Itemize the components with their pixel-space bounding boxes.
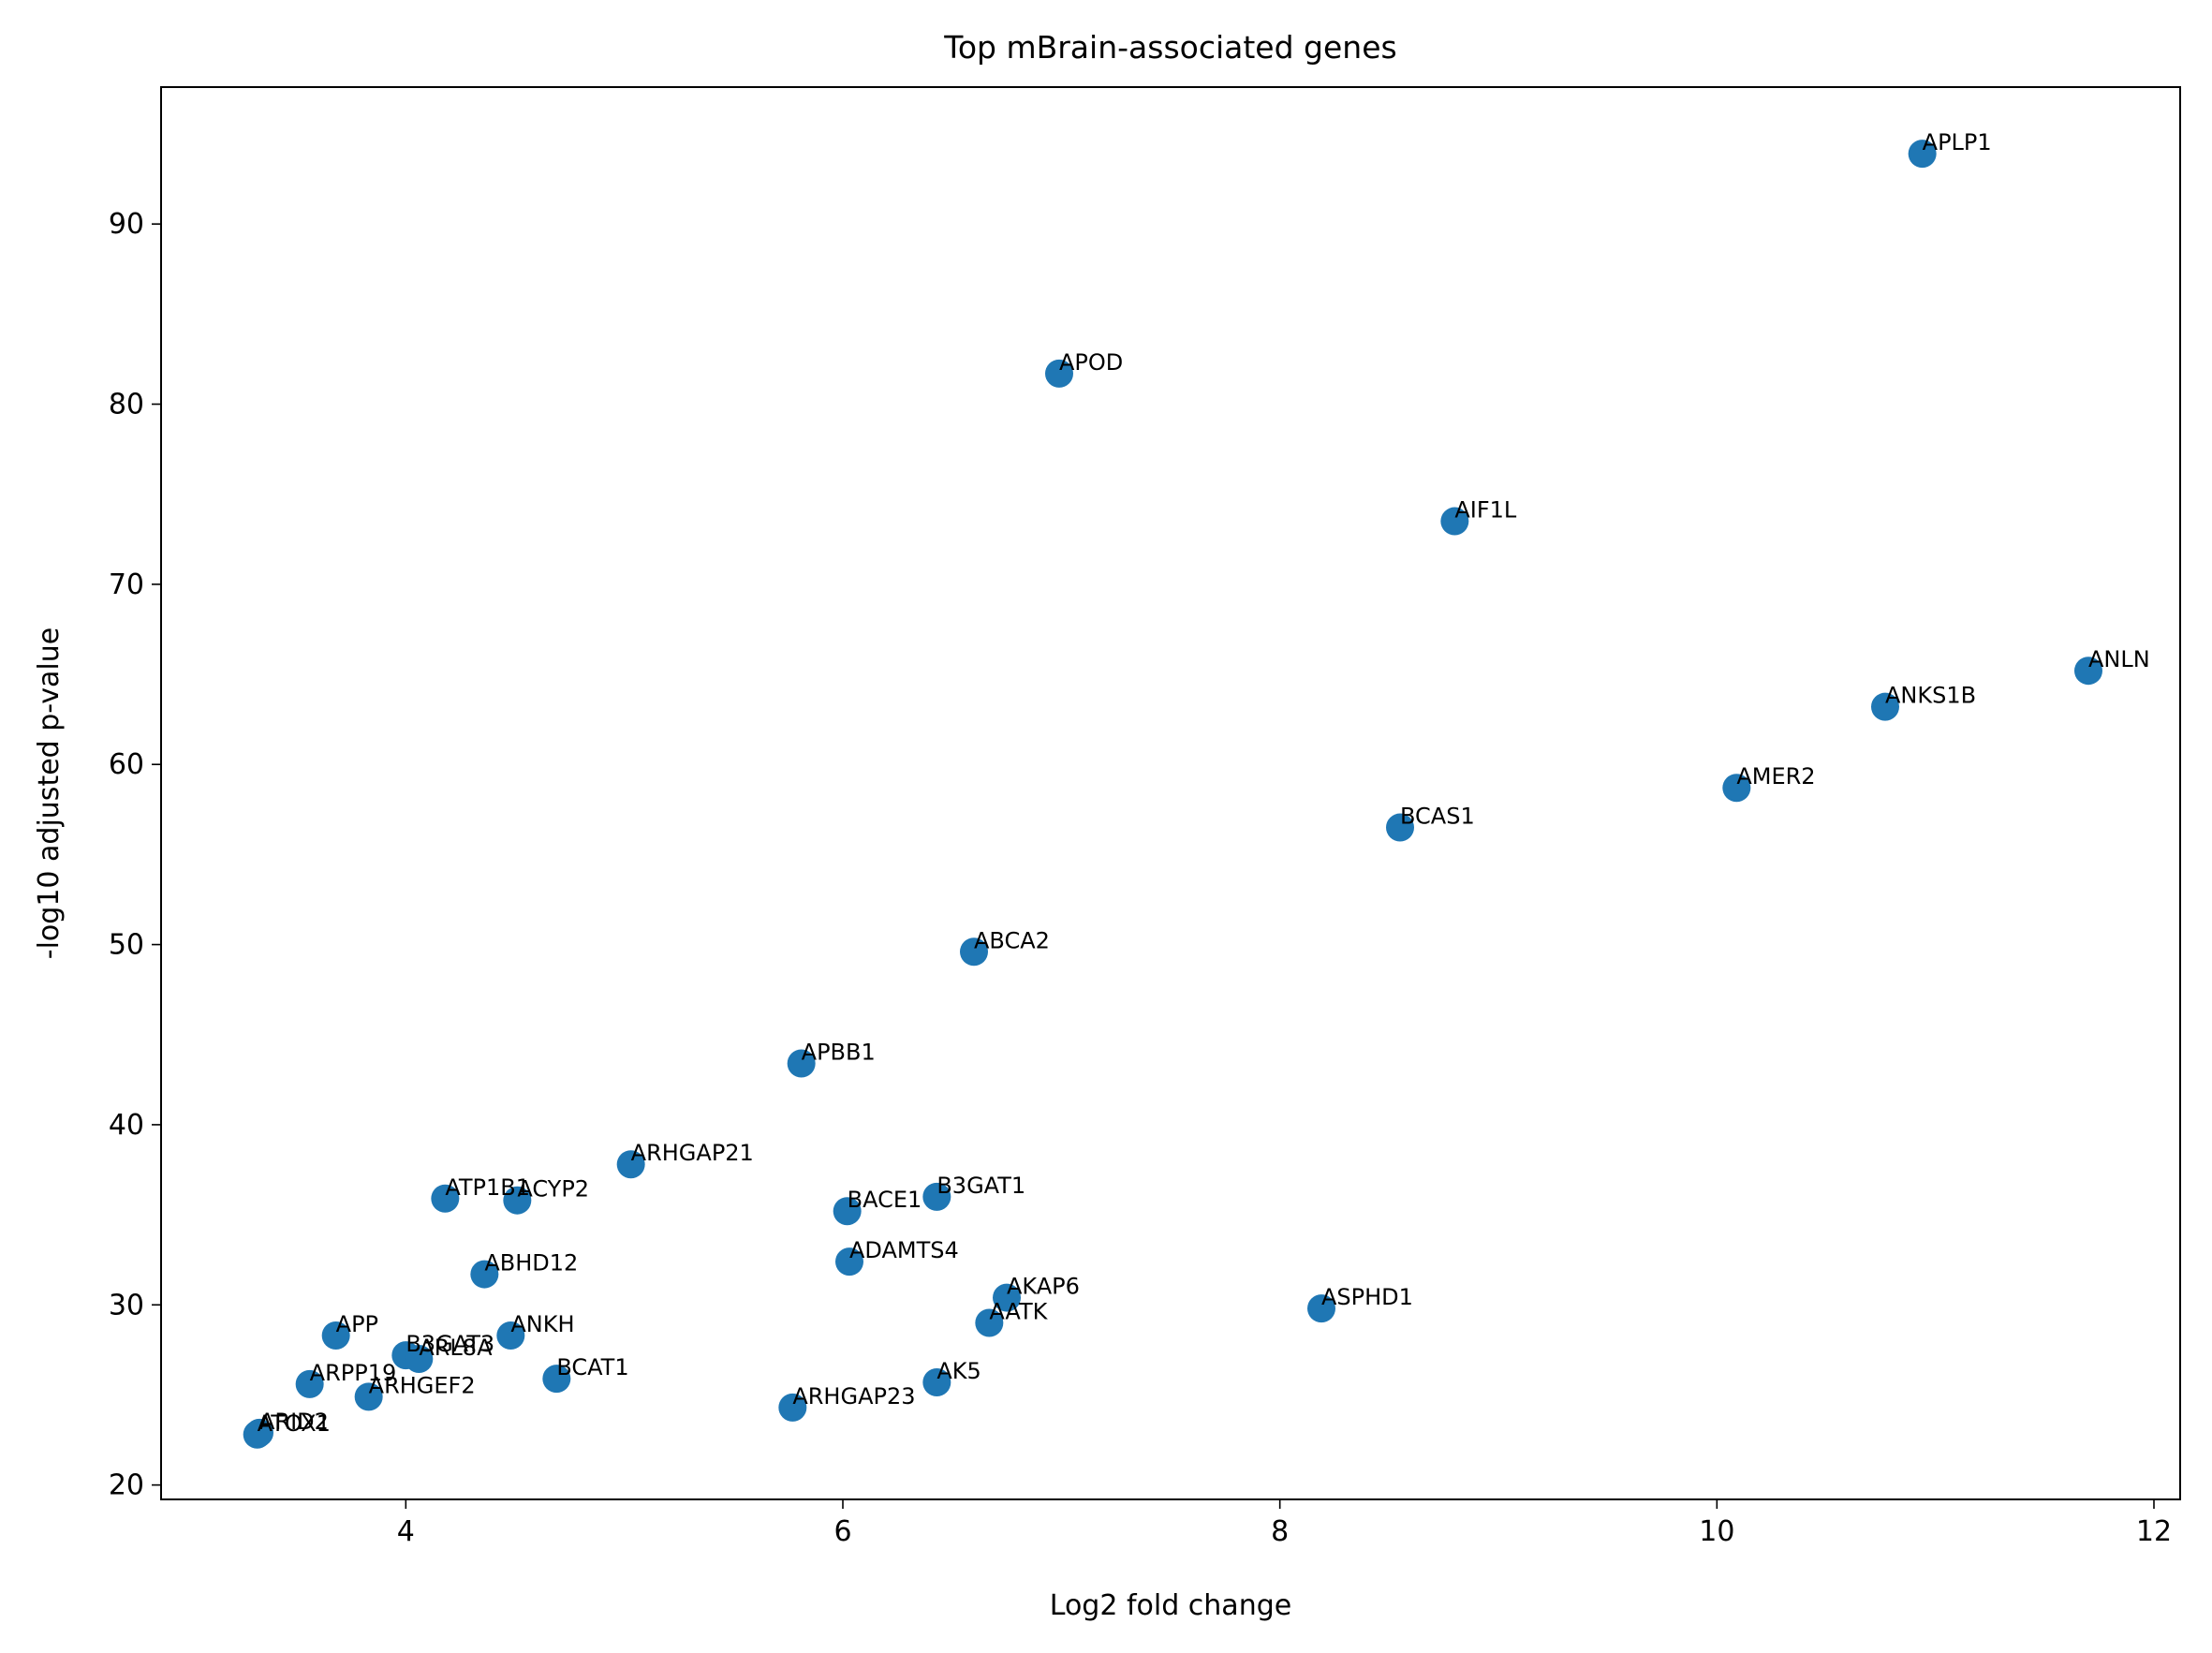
data-point bbox=[960, 937, 988, 967]
x-tick-label: 6 bbox=[833, 1515, 851, 1548]
data-point-label: ABCA2 bbox=[974, 927, 1050, 953]
data-point-label: APOD bbox=[1059, 349, 1123, 376]
data-point-label: AKAP6 bbox=[1007, 1274, 1080, 1300]
data-point-label: ARL8A bbox=[419, 1335, 493, 1361]
y-axis-label: -log10 adjusted p-value bbox=[33, 627, 66, 959]
data-point bbox=[975, 1308, 1004, 1337]
data-point-label: AIF1L bbox=[1454, 497, 1517, 524]
data-point-label: ARHGAP21 bbox=[631, 1140, 754, 1166]
data-point-label: AK5 bbox=[936, 1358, 981, 1384]
data-point-label: AATK bbox=[989, 1299, 1048, 1325]
data-point-label: ACYP2 bbox=[517, 1176, 589, 1203]
data-points bbox=[243, 140, 2102, 1449]
data-point-label: BCAS1 bbox=[1400, 804, 1475, 830]
data-point-label: ARHGEF2 bbox=[369, 1372, 476, 1398]
data-point-label: ATOX1 bbox=[258, 1410, 331, 1437]
data-point bbox=[321, 1321, 350, 1350]
y-tick-label: 40 bbox=[109, 1109, 144, 1142]
data-point bbox=[1386, 813, 1414, 842]
x-tick-label: 8 bbox=[1271, 1515, 1289, 1548]
data-point bbox=[542, 1365, 571, 1394]
data-point bbox=[1045, 359, 1073, 388]
data-point bbox=[354, 1382, 383, 1411]
data-point bbox=[1307, 1294, 1335, 1323]
x-axis-label: Log2 fold change bbox=[1050, 1589, 1291, 1622]
data-point-label: ARHGAP23 bbox=[792, 1383, 915, 1409]
y-tick-label: 60 bbox=[109, 748, 144, 781]
data-point bbox=[1871, 692, 1899, 721]
y-tick-label: 50 bbox=[109, 929, 144, 962]
y-tick-label: 70 bbox=[109, 568, 144, 601]
data-point bbox=[833, 1197, 862, 1226]
data-point-label: APBB1 bbox=[802, 1040, 876, 1066]
data-point bbox=[496, 1321, 525, 1350]
data-point-label: APLP1 bbox=[1923, 129, 1992, 155]
y-tick-label: 30 bbox=[109, 1289, 144, 1321]
x-tick-label: 12 bbox=[2136, 1515, 2172, 1548]
data-point bbox=[993, 1283, 1021, 1312]
data-point bbox=[616, 1150, 645, 1179]
x-tick-label: 10 bbox=[1699, 1515, 1734, 1548]
data-point bbox=[922, 1182, 951, 1211]
data-point bbox=[431, 1184, 460, 1213]
data-point bbox=[1908, 140, 1937, 169]
data-point bbox=[1440, 507, 1469, 536]
x-tick-label: 4 bbox=[397, 1515, 415, 1548]
data-point-label: ABHD12 bbox=[484, 1250, 578, 1277]
data-point-label: ASPHD1 bbox=[1321, 1284, 1413, 1310]
data-point bbox=[405, 1344, 434, 1373]
data-point-label: ANKS1B bbox=[1885, 683, 1976, 709]
y-tick-label: 80 bbox=[109, 389, 144, 421]
data-point-labels: APLP1 APOD AIF1L ANLN ANKS1B AMER2 BCAS1 ABCA2 A… bbox=[258, 129, 2150, 1437]
chart-title: Top mBrain-associated genes bbox=[943, 29, 1396, 66]
data-point-label: ADAMTS4 bbox=[849, 1237, 959, 1263]
data-point bbox=[470, 1260, 499, 1289]
data-point-label: ATP1B1 bbox=[445, 1174, 530, 1201]
y-axis-ticks: 20 30 40 50 60 70 80 90 bbox=[109, 208, 161, 1502]
plot-frame bbox=[160, 86, 2181, 1500]
data-point-label: ARID2 bbox=[259, 1409, 329, 1435]
data-point-label: ANLN bbox=[2088, 646, 2150, 672]
data-point-label: AMER2 bbox=[1736, 763, 1815, 790]
data-point bbox=[1722, 774, 1751, 803]
data-point bbox=[2074, 657, 2102, 686]
data-point-label: BACE1 bbox=[848, 1187, 922, 1213]
data-point-label: ANKH bbox=[510, 1311, 574, 1337]
data-point bbox=[245, 1418, 273, 1447]
data-point bbox=[922, 1367, 951, 1396]
data-point-label: B3GAT3 bbox=[406, 1331, 494, 1357]
y-tick-label: 20 bbox=[109, 1469, 144, 1502]
y-tick-label: 90 bbox=[109, 208, 144, 241]
data-point-label: B3GAT1 bbox=[936, 1173, 1025, 1199]
data-point-label: BCAT1 bbox=[556, 1354, 628, 1380]
data-point bbox=[295, 1369, 324, 1398]
data-point bbox=[778, 1393, 807, 1422]
data-point-label: ARPP19 bbox=[310, 1360, 397, 1386]
data-point bbox=[835, 1247, 863, 1277]
x-axis-ticks: 4 6 8 10 12 bbox=[397, 1499, 2172, 1548]
data-point-label: APP bbox=[336, 1311, 378, 1337]
data-point bbox=[503, 1186, 532, 1215]
data-point bbox=[787, 1049, 816, 1078]
